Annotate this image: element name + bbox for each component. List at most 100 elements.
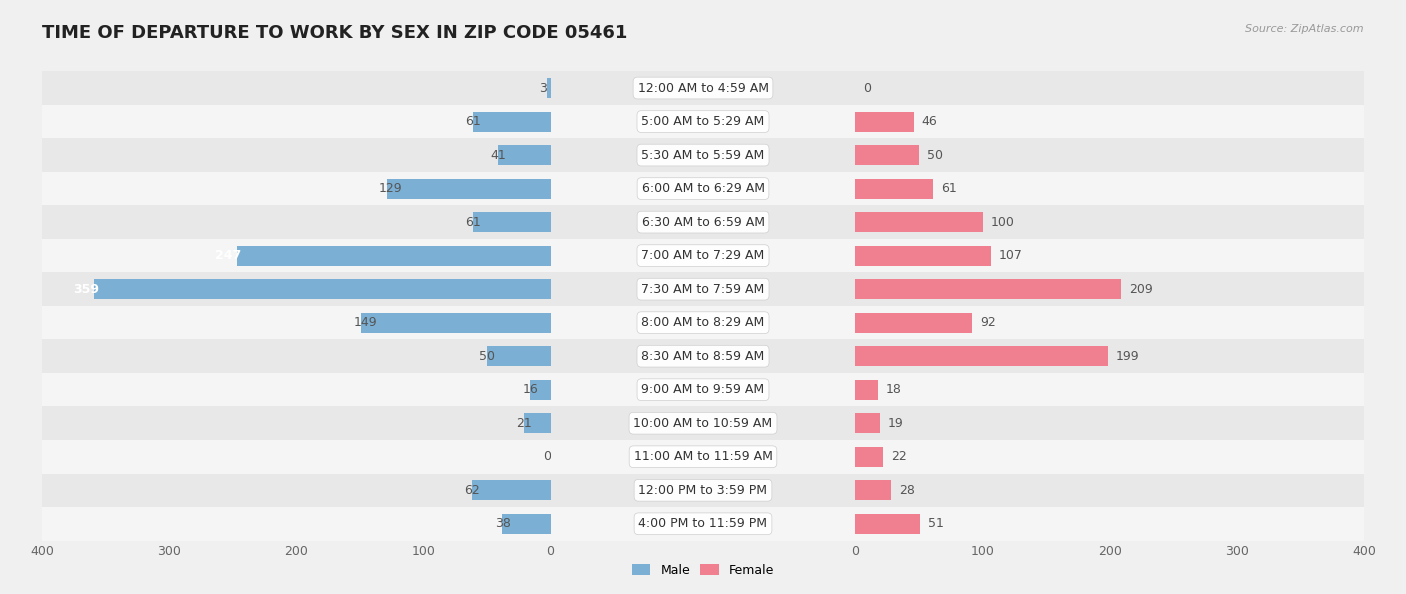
Bar <box>855 279 1121 299</box>
Bar <box>387 179 551 198</box>
Text: 12:00 AM to 4:59 AM: 12:00 AM to 4:59 AM <box>637 81 769 94</box>
Text: 6:00 AM to 6:29 AM: 6:00 AM to 6:29 AM <box>641 182 765 195</box>
Text: 61: 61 <box>941 182 956 195</box>
Text: 9:00 AM to 9:59 AM: 9:00 AM to 9:59 AM <box>641 383 765 396</box>
Bar <box>94 279 551 299</box>
Text: 61: 61 <box>465 216 481 229</box>
Text: 19: 19 <box>887 417 903 429</box>
Legend: Male, Female: Male, Female <box>627 559 779 582</box>
Bar <box>524 413 551 433</box>
Bar <box>855 71 1364 105</box>
Text: 51: 51 <box>928 517 943 530</box>
Text: 199: 199 <box>1116 350 1140 363</box>
Bar <box>855 346 1108 366</box>
Text: 5:00 AM to 5:29 AM: 5:00 AM to 5:29 AM <box>641 115 765 128</box>
Bar <box>498 145 551 165</box>
Bar <box>551 473 855 507</box>
Bar <box>42 239 551 273</box>
Text: 5:30 AM to 5:59 AM: 5:30 AM to 5:59 AM <box>641 148 765 162</box>
Text: 18: 18 <box>886 383 901 396</box>
Bar <box>855 172 1364 206</box>
Text: 0: 0 <box>543 450 551 463</box>
Bar <box>547 78 551 98</box>
Bar <box>42 339 551 373</box>
Text: 11:00 AM to 11:59 AM: 11:00 AM to 11:59 AM <box>634 450 772 463</box>
Bar <box>855 206 1364 239</box>
Bar <box>530 380 551 400</box>
Text: 4:00 PM to 11:59 PM: 4:00 PM to 11:59 PM <box>638 517 768 530</box>
Text: 61: 61 <box>465 115 481 128</box>
Text: 149: 149 <box>353 316 377 329</box>
Bar <box>42 373 551 406</box>
Bar <box>855 406 1364 440</box>
Bar <box>42 172 551 206</box>
Bar <box>855 239 1364 273</box>
Text: TIME OF DEPARTURE TO WORK BY SEX IN ZIP CODE 05461: TIME OF DEPARTURE TO WORK BY SEX IN ZIP … <box>42 24 627 42</box>
Bar <box>471 480 551 500</box>
Bar <box>855 112 914 132</box>
Bar <box>472 112 551 132</box>
Bar <box>551 440 855 473</box>
Text: 12:00 PM to 3:59 PM: 12:00 PM to 3:59 PM <box>638 484 768 497</box>
Bar <box>551 273 855 306</box>
Bar <box>42 406 551 440</box>
Text: 16: 16 <box>523 383 538 396</box>
Bar <box>855 339 1364 373</box>
Text: 7:00 AM to 7:29 AM: 7:00 AM to 7:29 AM <box>641 249 765 262</box>
Bar <box>855 179 934 198</box>
Text: 107: 107 <box>1000 249 1024 262</box>
Text: 8:30 AM to 8:59 AM: 8:30 AM to 8:59 AM <box>641 350 765 363</box>
Bar <box>551 306 855 339</box>
Text: 21: 21 <box>516 417 531 429</box>
Bar <box>551 406 855 440</box>
Bar <box>42 507 551 541</box>
Bar <box>855 138 1364 172</box>
Bar <box>502 514 551 534</box>
Text: 100: 100 <box>990 216 1014 229</box>
Bar <box>855 145 920 165</box>
Bar <box>855 480 891 500</box>
Bar <box>42 206 551 239</box>
Text: 7:30 AM to 7:59 AM: 7:30 AM to 7:59 AM <box>641 283 765 296</box>
Text: 46: 46 <box>921 115 938 128</box>
Bar <box>551 172 855 206</box>
Text: 22: 22 <box>891 450 907 463</box>
Bar <box>551 105 855 138</box>
Bar <box>855 380 879 400</box>
Bar <box>855 440 1364 473</box>
Bar <box>42 473 551 507</box>
Text: 50: 50 <box>479 350 495 363</box>
Bar <box>855 212 983 232</box>
Text: 41: 41 <box>491 148 506 162</box>
Bar <box>486 346 551 366</box>
Text: 3: 3 <box>538 81 547 94</box>
Bar <box>855 514 921 534</box>
Bar <box>42 273 551 306</box>
Text: 129: 129 <box>380 182 402 195</box>
Text: 10:00 AM to 10:59 AM: 10:00 AM to 10:59 AM <box>634 417 772 429</box>
Bar <box>42 138 551 172</box>
Text: 92: 92 <box>980 316 995 329</box>
Text: 247: 247 <box>215 249 242 262</box>
Text: Source: ZipAtlas.com: Source: ZipAtlas.com <box>1246 24 1364 34</box>
Bar <box>551 507 855 541</box>
Bar <box>42 105 551 138</box>
Bar <box>855 273 1364 306</box>
Text: 28: 28 <box>898 484 914 497</box>
Bar <box>551 206 855 239</box>
Bar <box>361 312 551 333</box>
Text: 209: 209 <box>1129 283 1153 296</box>
Text: 359: 359 <box>73 283 100 296</box>
Bar <box>551 138 855 172</box>
Bar <box>855 447 883 467</box>
Bar <box>42 71 551 105</box>
Text: 38: 38 <box>495 517 510 530</box>
Text: 50: 50 <box>927 148 942 162</box>
Bar <box>236 245 551 266</box>
Text: 6:30 AM to 6:59 AM: 6:30 AM to 6:59 AM <box>641 216 765 229</box>
Bar <box>855 306 1364 339</box>
Text: 62: 62 <box>464 484 479 497</box>
Bar <box>855 105 1364 138</box>
Bar <box>855 312 973 333</box>
Bar <box>551 339 855 373</box>
